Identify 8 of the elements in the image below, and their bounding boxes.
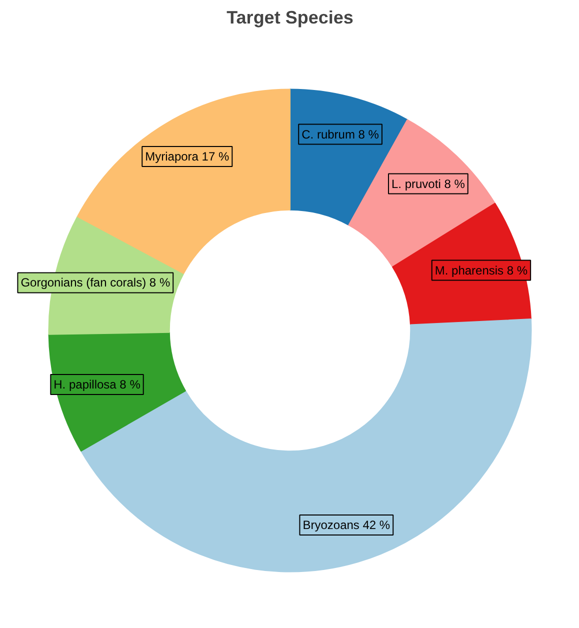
slice-label: Bryozoans 42 % (302, 518, 390, 532)
slice-label: Gorgonians (fan corals) 8 % (20, 276, 170, 290)
slice-label: C. rubrum 8 % (302, 127, 380, 142)
chart-title: Target Species (226, 8, 354, 28)
slice-label: M. pharensis 8 % (434, 263, 528, 278)
slice-label: H. papillosa 8 % (54, 378, 141, 392)
slice-label: L. pruvoti 8 % (391, 176, 466, 191)
slice-label: Myriapora 17 % (145, 150, 230, 164)
